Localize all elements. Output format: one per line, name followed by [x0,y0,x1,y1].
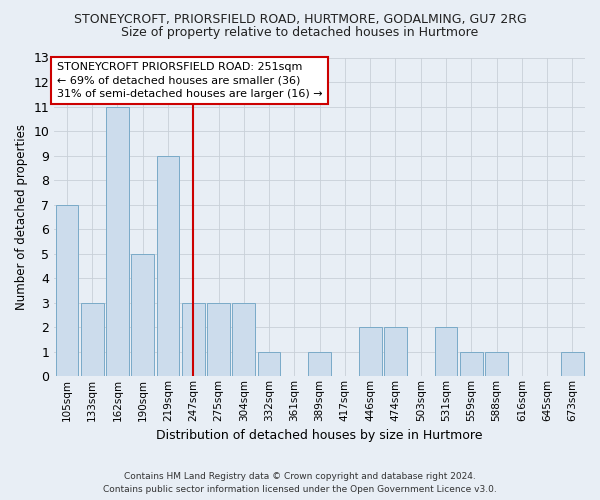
Bar [207,302,230,376]
Bar [232,302,255,376]
Text: Size of property relative to detached houses in Hurtmore: Size of property relative to detached ho… [121,26,479,39]
Bar [485,352,508,376]
Bar [106,106,129,376]
Bar [81,302,104,376]
Bar [131,254,154,376]
X-axis label: Distribution of detached houses by size in Hurtmore: Distribution of detached houses by size … [157,430,483,442]
Y-axis label: Number of detached properties: Number of detached properties [15,124,28,310]
Bar [56,204,78,376]
Bar [308,352,331,376]
Bar [561,352,584,376]
Bar [384,327,407,376]
Bar [157,156,179,376]
Bar [460,352,482,376]
Text: Contains HM Land Registry data © Crown copyright and database right 2024.
Contai: Contains HM Land Registry data © Crown c… [103,472,497,494]
Bar [359,327,382,376]
Bar [182,302,205,376]
Text: STONEYCROFT PRIORSFIELD ROAD: 251sqm
← 69% of detached houses are smaller (36)
3: STONEYCROFT PRIORSFIELD ROAD: 251sqm ← 6… [57,62,323,98]
Bar [258,352,280,376]
Text: STONEYCROFT, PRIORSFIELD ROAD, HURTMORE, GODALMING, GU7 2RG: STONEYCROFT, PRIORSFIELD ROAD, HURTMORE,… [74,12,526,26]
Bar [434,327,457,376]
